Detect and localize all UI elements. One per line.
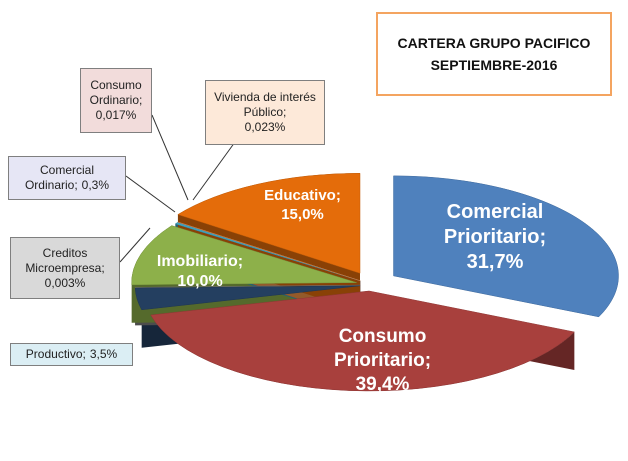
pie-slice	[134, 284, 361, 288]
category-label: Productivo;	[25, 347, 86, 361]
data-label: Creditos Microempresa; 0,003%	[10, 237, 120, 299]
category-label: Comercial Prioritario;	[443, 201, 547, 248]
data-label: Comercial Ordinario; 0,3%	[8, 156, 126, 200]
chart-title: CARTERA GRUPO PACIFICO	[397, 34, 591, 51]
category-label: Consumo Prioritario;	[333, 326, 432, 371]
data-label: Productivo; 3,5%	[10, 343, 133, 366]
data-label: Educativo; 15,0%	[255, 187, 350, 225]
pie-slice	[150, 290, 575, 392]
pie-slice	[134, 285, 361, 311]
value-label: 0,003%	[44, 275, 86, 290]
value-label: 10,0%	[177, 273, 223, 290]
pie-slice	[177, 172, 361, 274]
title-box: CARTERA GRUPO PACIFICO SEPTIEMBRE-2016	[376, 12, 612, 96]
data-label: Vivienda de interés Público; 0,023%	[205, 80, 325, 145]
category-label: Comercial Ordinario;	[24, 163, 94, 192]
category-label: Creditos Microempresa;	[25, 245, 105, 275]
pie-slice	[131, 225, 357, 286]
value-label: 0,023%	[244, 120, 286, 134]
category-label: Consumo Ordinario;	[89, 78, 143, 107]
value-label: 3,5%	[89, 347, 118, 361]
value-label: 39,4%	[355, 373, 410, 395]
leader-lines	[119, 114, 236, 263]
data-label: Imobiliario; 10,0%	[140, 252, 260, 292]
leader-line	[151, 114, 189, 201]
pie-tops	[131, 172, 619, 392]
data-label: Comercial Prioritario; 31,7%	[420, 200, 570, 275]
leader-line	[119, 227, 151, 263]
data-label: Consumo Ordinario; 0,017%	[80, 68, 152, 133]
value-label: 15,0%	[281, 205, 324, 223]
data-label: Consumo Prioritario; 39,4%	[310, 325, 455, 396]
value-label: 0,3%	[81, 178, 110, 192]
category-label: Educativo;	[264, 187, 341, 204]
category-label: Imobiliario;	[156, 253, 244, 270]
pie-slice	[393, 175, 619, 318]
value-label: 31,7%	[466, 251, 524, 273]
value-label: 0,017%	[95, 108, 137, 122]
pie-slice	[177, 221, 361, 282]
category-label: Vivienda de interés Público;	[214, 90, 316, 119]
leader-line	[125, 175, 176, 213]
leader-line	[192, 141, 236, 201]
chart-subtitle: SEPTIEMBRE-2016	[430, 57, 558, 73]
